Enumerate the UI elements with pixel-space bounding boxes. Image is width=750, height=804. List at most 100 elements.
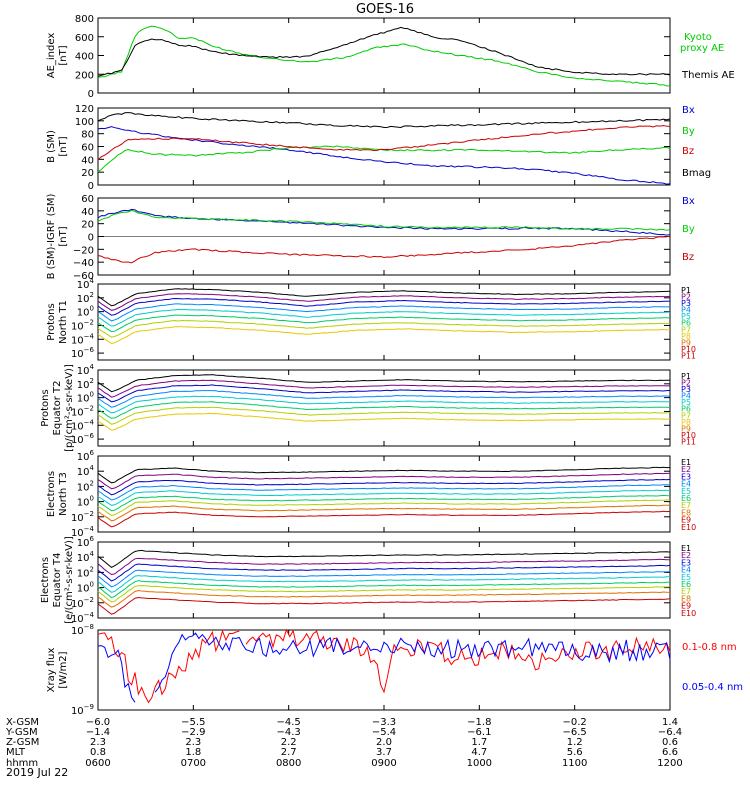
series-line-bx xyxy=(97,126,671,185)
y-tick-label: 10−8 xyxy=(71,623,94,637)
legend-p8: P8 xyxy=(681,418,691,427)
series-line-e7 xyxy=(97,499,670,516)
series-line-e8 xyxy=(97,589,671,608)
ephemeris-value: −6.1 xyxy=(467,727,491,738)
ephemeris-row-label: Y-GSM xyxy=(5,727,38,738)
y-tick-label: 80 xyxy=(81,130,94,141)
date-label: 2019 Jul 22 xyxy=(6,766,68,779)
ephemeris-value: −1.8 xyxy=(467,717,491,728)
legend-e7: E7 xyxy=(681,587,691,596)
legend-p7: P7 xyxy=(681,325,691,334)
y-tick-label: 10−2 xyxy=(71,318,94,332)
ephemeris-value: 1200 xyxy=(657,758,682,769)
y-tick-label: 106 xyxy=(77,535,95,549)
legend-e3: E3 xyxy=(681,472,691,481)
ephemeris-value: 0600 xyxy=(85,758,110,769)
legend-p5: P5 xyxy=(681,398,691,407)
legend-e9: E9 xyxy=(681,602,691,611)
y-axis-title: Protons xyxy=(40,389,51,426)
ephemeris-value: −1.4 xyxy=(86,727,110,738)
y-tick-label: 100 xyxy=(75,117,94,128)
y-axis-title: AE_index xyxy=(46,33,57,79)
series-line-p8 xyxy=(97,326,671,345)
ephemeris-value: 1.7 xyxy=(471,737,487,748)
y-axis-title: Electrons xyxy=(46,471,57,517)
legend-p6: P6 xyxy=(681,405,691,414)
series-line-p3 xyxy=(97,297,671,316)
legend-p3: P3 xyxy=(681,385,691,394)
series-line-p7 xyxy=(97,406,670,425)
series-line-p8 xyxy=(97,412,671,431)
y-tick-label: 10−2 xyxy=(71,510,94,524)
ephemeris-row-label: Z-GSM xyxy=(6,737,39,748)
panel-frame xyxy=(97,107,671,186)
ephemeris-value: 2.3 xyxy=(185,737,201,748)
series-line-e8 xyxy=(97,504,670,522)
y-axis-title: [W/m2] xyxy=(58,651,69,688)
series-line-p2 xyxy=(97,293,671,311)
panel-frame xyxy=(97,17,671,94)
y-tick-label: 40 xyxy=(81,155,94,166)
y-axis-title: B (SM) xyxy=(46,130,57,163)
ephemeris-value: −5.4 xyxy=(372,727,396,738)
ephemeris-value: 0.6 xyxy=(662,737,678,748)
y-tick-label: 0 xyxy=(88,89,94,100)
legend-e7: E7 xyxy=(681,501,691,510)
ephemeris-row-label: hhmm xyxy=(6,758,38,769)
y-axis-title: Electrons xyxy=(40,557,51,603)
y-tick-label: 100 xyxy=(77,495,94,509)
legend-e5: E5 xyxy=(681,487,691,496)
panel-0: 0 200 400 600 800 AE_index [nT] Kyoto proxy AE Th… xyxy=(46,14,735,100)
legend-p3: P3 xyxy=(681,299,691,308)
series-line-kyoto-proxy-ae xyxy=(97,25,671,87)
legend-themis-ae: Themis AE xyxy=(681,70,735,81)
y-tick-label: 10−4 xyxy=(71,332,95,346)
legend-p4: P4 xyxy=(681,306,691,315)
legend-p10: P10 xyxy=(681,431,696,440)
y-tick-label: 102 xyxy=(77,291,94,305)
series-line-p3 xyxy=(97,384,671,403)
y-axis-title: North T3 xyxy=(58,472,69,516)
legend-p1: P1 xyxy=(681,372,691,381)
series-line-p6 xyxy=(97,401,671,419)
legend-e8: E8 xyxy=(681,594,691,603)
legend-e4: E4 xyxy=(681,566,691,575)
y-tick-label: 60 xyxy=(81,143,94,154)
series-line-0-05-0-4-nm xyxy=(97,632,671,703)
legend-p7: P7 xyxy=(681,411,691,420)
legend-e6: E6 xyxy=(681,494,691,503)
ephemeris-value: 2.3 xyxy=(90,737,106,748)
y-tick-label: 104 xyxy=(77,363,95,377)
y-axis-title: Equator T2 xyxy=(52,381,63,436)
series-line-p4 xyxy=(97,303,671,322)
y-tick-label: 100 xyxy=(77,305,94,319)
ephemeris-value: 4.7 xyxy=(471,747,487,758)
y-axis-title: [nT] xyxy=(58,45,69,65)
y-tick-label: 40 xyxy=(81,207,94,218)
ephemeris-value: 2.0 xyxy=(376,737,392,748)
series-line-p7 xyxy=(97,319,671,338)
ephemeris-value: 1000 xyxy=(467,758,492,769)
y-tick-label: 100 xyxy=(77,581,94,595)
series-line-e3 xyxy=(97,478,671,496)
legend-kyoto-proxy-ae: Kyoto proxy AE xyxy=(680,32,724,54)
panel-frame xyxy=(97,455,671,533)
legend-bx: Bx xyxy=(682,105,695,116)
series-line-bz xyxy=(97,125,671,161)
ephemeris-value: −6.5 xyxy=(563,727,587,738)
legend-p11: P11 xyxy=(681,351,696,360)
y-tick-label: 10−9 xyxy=(71,703,94,717)
ephemeris-value: 1.4 xyxy=(662,717,678,728)
legend-e10: E10 xyxy=(681,609,696,618)
y-tick-label: 200 xyxy=(75,70,94,81)
y-tick-label: 800 xyxy=(75,14,94,25)
panel-frame xyxy=(97,283,671,361)
ephemeris-value: 0.8 xyxy=(90,747,106,758)
y-axis-title: [nT] xyxy=(58,136,69,156)
y-tick-label: 104 xyxy=(77,464,95,478)
series-line-p4 xyxy=(97,390,671,408)
